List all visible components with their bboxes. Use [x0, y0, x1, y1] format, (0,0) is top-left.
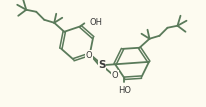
Text: O: O: [85, 51, 92, 59]
Text: S: S: [98, 60, 105, 70]
Text: HO: HO: [117, 86, 130, 95]
Text: OH: OH: [89, 18, 102, 27]
Text: O: O: [111, 71, 118, 80]
